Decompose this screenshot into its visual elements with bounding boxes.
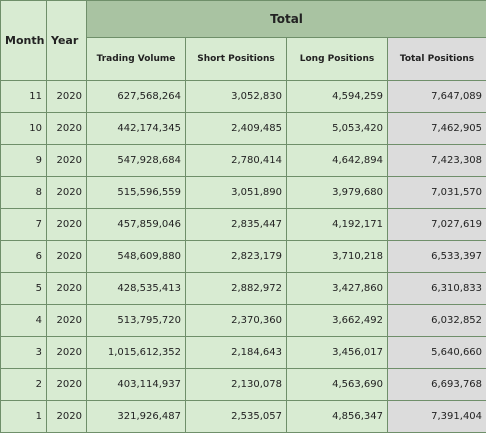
year-cell: 2020 <box>46 304 87 337</box>
total-positions-cell: 7,647,089 <box>386 80 486 113</box>
month-cell: 2 <box>0 368 47 401</box>
short-positions-cell: 3,052,830 <box>185 80 287 113</box>
short-positions-cell: 2,535,057 <box>185 400 287 433</box>
table-row: 1 2020 321,926,487 2,535,057 4,856,347 7,391,… <box>0 400 486 433</box>
long-positions-cell: 3,427,860 <box>286 272 388 305</box>
group-header: Total <box>85 0 486 38</box>
trading-volume-cell: 1,015,612,352 <box>86 336 186 369</box>
short-positions-cell: 2,370,360 <box>185 304 287 337</box>
table-row: 6 2020 548,609,880 2,823,179 3,710,218 6,533,… <box>0 240 486 273</box>
trading-volume-cell: 548,609,880 <box>86 240 186 273</box>
table-row: 4 2020 513,795,720 2,370,360 3,662,492 6,032,… <box>0 304 486 337</box>
total-positions-cell: 7,462,905 <box>386 112 486 145</box>
month-cell: 9 <box>0 144 47 177</box>
trading-volume-cell: 627,568,264 <box>86 80 186 113</box>
month-cell: 3 <box>0 336 47 369</box>
year-cell: 2020 <box>46 112 87 145</box>
total-positions-cell: 6,693,768 <box>386 368 486 401</box>
trading-volume-cell: 515,596,559 <box>86 176 186 209</box>
total-positions-cell: 7,031,570 <box>386 176 486 209</box>
total-positions-cell: 6,032,852 <box>386 304 486 337</box>
table-row: 5 2020 428,535,413 2,882,972 3,427,860 6,310,… <box>0 272 486 305</box>
table-row: 11 2020 627,568,264 3,052,830 4,594,259 7,647… <box>0 80 486 113</box>
table-body: 11 2020 627,568,264 3,052,830 4,594,259 7,647… <box>0 80 486 433</box>
long-positions-cell: 3,662,492 <box>286 304 388 337</box>
total-positions-cell: 7,391,404 <box>386 400 486 433</box>
year-cell: 2020 <box>46 368 87 401</box>
long-positions-cell: 4,642,894 <box>286 144 388 177</box>
column-header: Short Positions <box>185 37 287 81</box>
short-positions-cell: 2,823,179 <box>185 240 287 273</box>
trading-volume-cell: 513,795,720 <box>86 304 186 337</box>
total-positions-cell: 7,027,619 <box>386 208 486 241</box>
table-row: 2 2020 403,114,937 2,130,078 4,563,690 6,693,… <box>0 368 486 401</box>
total-positions-cell: 5,640,660 <box>386 336 486 369</box>
total-positions-cell: 7,423,308 <box>386 144 486 177</box>
trading-volume-cell: 403,114,937 <box>86 368 186 401</box>
long-positions-cell: 5,053,420 <box>286 112 388 145</box>
year-cell: 2020 <box>46 272 87 305</box>
year-cell: 2020 <box>46 80 87 113</box>
month-cell: 8 <box>0 176 47 209</box>
year-header: Year <box>46 0 87 81</box>
long-positions-cell: 3,979,680 <box>286 176 388 209</box>
year-cell: 2020 <box>46 400 87 433</box>
short-positions-cell: 2,130,078 <box>185 368 287 401</box>
month-cell: 11 <box>0 80 47 113</box>
year-cell: 2020 <box>46 208 87 241</box>
short-positions-cell: 2,184,643 <box>185 336 287 369</box>
column-header: Total Positions <box>386 37 486 81</box>
month-cell: 7 <box>0 208 47 241</box>
long-positions-cell: 3,710,218 <box>286 240 388 273</box>
short-positions-cell: 2,835,447 <box>185 208 287 241</box>
year-cell: 2020 <box>46 336 87 369</box>
table-row: 7 2020 457,859,046 2,835,447 4,192,171 7,027,… <box>0 208 486 241</box>
trading-volume-cell: 547,928,684 <box>86 144 186 177</box>
trading-volume-cell: 457,859,046 <box>86 208 186 241</box>
month-cell: 10 <box>0 112 47 145</box>
long-positions-cell: 4,192,171 <box>286 208 388 241</box>
month-header: Month <box>0 0 47 81</box>
long-positions-cell: 4,856,347 <box>286 400 388 433</box>
table-row: 10 2020 442,174,345 2,409,485 5,053,420 7,462… <box>0 112 486 145</box>
long-positions-cell: 3,456,017 <box>286 336 388 369</box>
long-positions-cell: 4,563,690 <box>286 368 388 401</box>
month-cell: 4 <box>0 304 47 337</box>
trading-volume-cell: 428,535,413 <box>86 272 186 305</box>
short-positions-cell: 3,051,890 <box>185 176 287 209</box>
table-row: 9 2020 547,928,684 2,780,414 4,642,894 7,423,… <box>0 144 486 177</box>
month-cell: 6 <box>0 240 47 273</box>
total-positions-cell: 6,533,397 <box>386 240 486 273</box>
short-positions-cell: 2,780,414 <box>185 144 287 177</box>
total-positions-cell: 6,310,833 <box>386 272 486 305</box>
month-cell: 5 <box>0 272 47 305</box>
short-positions-cell: 2,882,972 <box>185 272 287 305</box>
trading-volume-cell: 442,174,345 <box>86 112 186 145</box>
table-row: 3 2020 1,015,612,352 2,184,643 3,456,017 5,64… <box>0 336 486 369</box>
long-positions-cell: 4,594,259 <box>286 80 388 113</box>
table-row: 8 2020 515,596,559 3,051,890 3,979,680 7,031,… <box>0 176 486 209</box>
month-cell: 1 <box>0 400 47 433</box>
short-positions-cell: 2,409,485 <box>185 112 287 145</box>
year-cell: 2020 <box>46 240 87 273</box>
trading-volume-cell: 321,926,487 <box>86 400 186 433</box>
year-cell: 2020 <box>46 144 87 177</box>
year-cell: 2020 <box>46 176 87 209</box>
column-header: Long Positions <box>286 37 388 81</box>
column-header: Trading Volume <box>86 37 186 81</box>
